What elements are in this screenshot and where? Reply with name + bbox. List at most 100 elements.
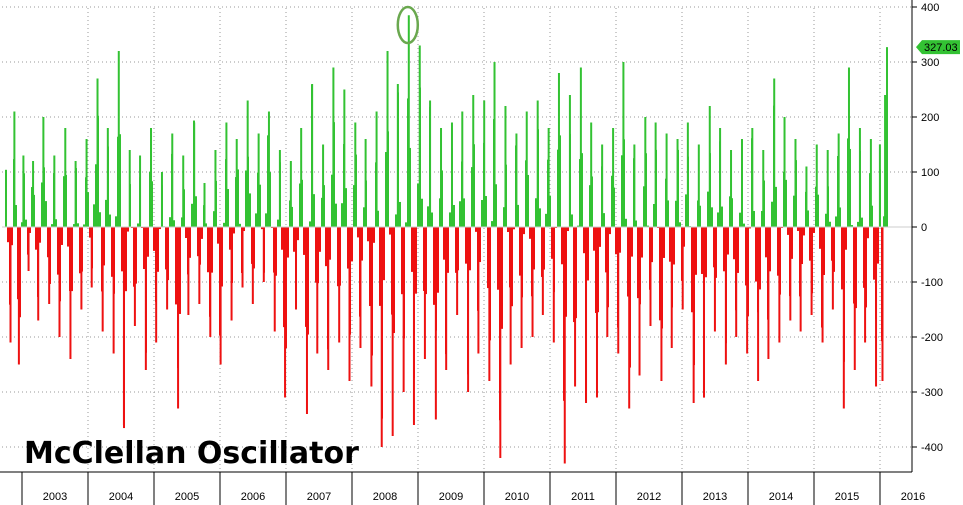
oscillator-spike	[13, 111, 16, 227]
oscillator-spike	[713, 227, 716, 332]
oscillator-bar	[459, 201, 461, 227]
oscillator-spike	[53, 155, 56, 227]
oscillator-bar	[743, 223, 745, 227]
oscillator-bar	[89, 227, 91, 238]
y-tick-label: -100	[921, 277, 943, 289]
oscillator-bar	[47, 227, 49, 258]
last-value-badge: 327.03	[916, 40, 960, 55]
oscillator-spike	[708, 106, 711, 227]
oscillator-bar	[185, 227, 187, 239]
y-tick-label: -300	[921, 387, 943, 399]
oscillator-bar	[71, 227, 73, 292]
oscillator-spike	[396, 84, 399, 227]
oscillator-bar	[157, 227, 159, 272]
oscillator-bar	[237, 169, 239, 227]
oscillator-spike	[375, 111, 378, 227]
oscillator-bar	[367, 227, 369, 242]
oscillator-bar	[653, 204, 655, 227]
oscillator-bar	[471, 167, 473, 227]
oscillator-spike	[391, 227, 394, 436]
oscillator-spike	[751, 128, 754, 227]
oscillator-spike	[322, 144, 325, 227]
oscillator-spike	[144, 227, 147, 370]
oscillator-bar	[63, 176, 65, 227]
oscillator-spike	[746, 227, 749, 354]
oscillator-spike	[842, 227, 845, 409]
oscillator-spike	[826, 150, 829, 227]
oscillator-bar	[421, 198, 423, 227]
oscillator-spike	[762, 150, 765, 227]
oscillator-spike	[262, 227, 265, 282]
oscillator-bar	[109, 214, 111, 227]
oscillator-spike	[17, 227, 20, 365]
oscillator-bar	[345, 188, 347, 227]
y-tick-label: 200	[921, 112, 939, 124]
oscillator-bar	[599, 227, 601, 247]
oscillator-bar	[481, 199, 483, 227]
oscillator-bar	[841, 227, 843, 290]
oscillator-bar	[319, 227, 321, 252]
oscillator-bar	[19, 227, 21, 318]
oscillator-bar	[417, 183, 419, 227]
oscillator-bar	[597, 227, 599, 313]
x-tick-label: 2008	[373, 491, 397, 503]
oscillator-spike	[359, 227, 362, 348]
oscillator-bar	[165, 227, 167, 270]
oscillator-bar	[497, 227, 499, 290]
oscillator-spike	[456, 227, 459, 315]
oscillator-bar	[589, 185, 591, 227]
oscillator-bar	[749, 227, 751, 229]
oscillator-bar	[717, 212, 719, 227]
oscillator-bar	[369, 227, 371, 307]
oscillator-spike	[574, 227, 577, 387]
oscillator-spike	[160, 172, 163, 227]
oscillator-bar	[699, 205, 701, 227]
oscillator-bar	[7, 227, 9, 243]
oscillator-spike	[112, 227, 115, 354]
oscillator-spike	[622, 62, 625, 227]
oscillator-bar	[845, 227, 847, 250]
oscillator-bar	[315, 227, 317, 283]
oscillator-bar	[233, 227, 235, 234]
oscillator-bar	[415, 227, 417, 294]
oscillator-bar	[465, 227, 467, 264]
oscillator-spike	[203, 183, 206, 227]
oscillator-bar	[73, 224, 75, 227]
oscillator-spike	[300, 128, 303, 227]
oscillator-bar	[153, 227, 155, 251]
oscillator-spike	[547, 128, 550, 227]
oscillator-bar	[769, 227, 771, 272]
oscillator-spike	[117, 51, 120, 227]
x-tick-label: 2010	[505, 491, 529, 503]
oscillator-spike	[128, 150, 131, 227]
oscillator-spike	[767, 227, 770, 359]
oscillator-bar	[99, 212, 101, 227]
oscillator-spike	[644, 117, 647, 227]
oscillator-spike	[166, 227, 169, 310]
oscillator-bar	[197, 227, 199, 257]
oscillator-bar	[443, 227, 445, 260]
oscillator-bar	[377, 210, 379, 227]
oscillator-bar	[15, 205, 17, 227]
oscillator-spike	[493, 62, 496, 227]
oscillator-spike	[612, 128, 615, 227]
oscillator-bar	[383, 227, 385, 281]
oscillator-bar	[431, 212, 433, 227]
oscillator-spike	[295, 227, 298, 310]
oscillator-bar	[551, 227, 553, 259]
oscillator-bar	[469, 227, 471, 271]
oscillator-bar	[159, 227, 161, 230]
x-tick-label: 2014	[769, 491, 793, 503]
oscillator-bar	[227, 189, 229, 227]
oscillator-spike	[665, 133, 668, 227]
oscillator-spike	[606, 227, 609, 337]
oscillator-bar	[565, 227, 567, 317]
oscillator-spike	[284, 227, 287, 398]
oscillator-spike	[450, 122, 453, 227]
oscillator-bar	[701, 227, 703, 274]
oscillator-spike	[133, 227, 136, 326]
oscillator-spike	[74, 161, 77, 227]
oscillator-spike	[429, 100, 432, 227]
oscillator-bar	[683, 227, 685, 247]
oscillator-bar	[801, 227, 803, 265]
